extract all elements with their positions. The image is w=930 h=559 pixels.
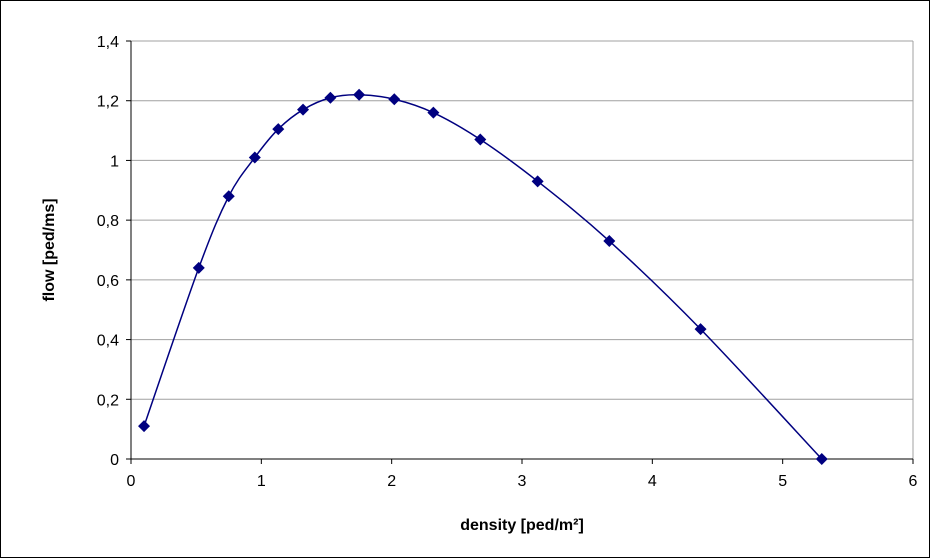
data-point-marker — [694, 323, 707, 336]
x-tick-label: 5 — [778, 473, 787, 490]
series-layer — [138, 88, 828, 465]
data-point-marker — [531, 175, 544, 188]
y-tick-label: 0 — [110, 452, 119, 469]
x-tick-label: 3 — [518, 473, 527, 490]
data-point-marker — [603, 235, 616, 248]
x-tick-label: 4 — [648, 473, 657, 490]
data-point-marker — [248, 151, 261, 164]
data-point-marker — [815, 453, 828, 465]
y-tick-label: 1,2 — [97, 94, 119, 111]
y-tick-label: 1,4 — [97, 34, 119, 51]
x-tick-label: 0 — [127, 473, 136, 490]
data-point-marker — [138, 420, 151, 433]
y-tick-label: 0,4 — [97, 333, 119, 350]
series-line — [143, 93, 823, 460]
data-point-marker — [192, 261, 205, 274]
x-tick-label: 6 — [909, 473, 918, 490]
data-point-marker — [474, 133, 487, 146]
data-point-marker — [272, 123, 285, 136]
data-point-marker — [427, 106, 440, 119]
y-tick-label: 0,6 — [97, 273, 119, 290]
x-tick-label: 1 — [257, 473, 266, 490]
data-point-marker — [353, 88, 366, 101]
data-point-marker — [297, 103, 310, 116]
y-tick-label: 0,8 — [97, 213, 119, 230]
y-tick-label: 0,2 — [97, 392, 119, 409]
axes: 0 0,2 0,4 0,6 0,8 1 1,2 1,4 0 1 2 3 4 5 6 — [97, 34, 918, 490]
data-point-marker — [324, 91, 337, 104]
x-tick-label: 2 — [387, 473, 396, 490]
y-tick-label: 1 — [110, 153, 119, 170]
grid-lines — [131, 40, 914, 459]
data-point-marker — [388, 93, 401, 106]
x-axis-title: density [ped/m²] — [460, 517, 584, 534]
y-axis-title: flow [ped/ms] — [41, 198, 58, 301]
data-point-marker — [222, 190, 235, 203]
